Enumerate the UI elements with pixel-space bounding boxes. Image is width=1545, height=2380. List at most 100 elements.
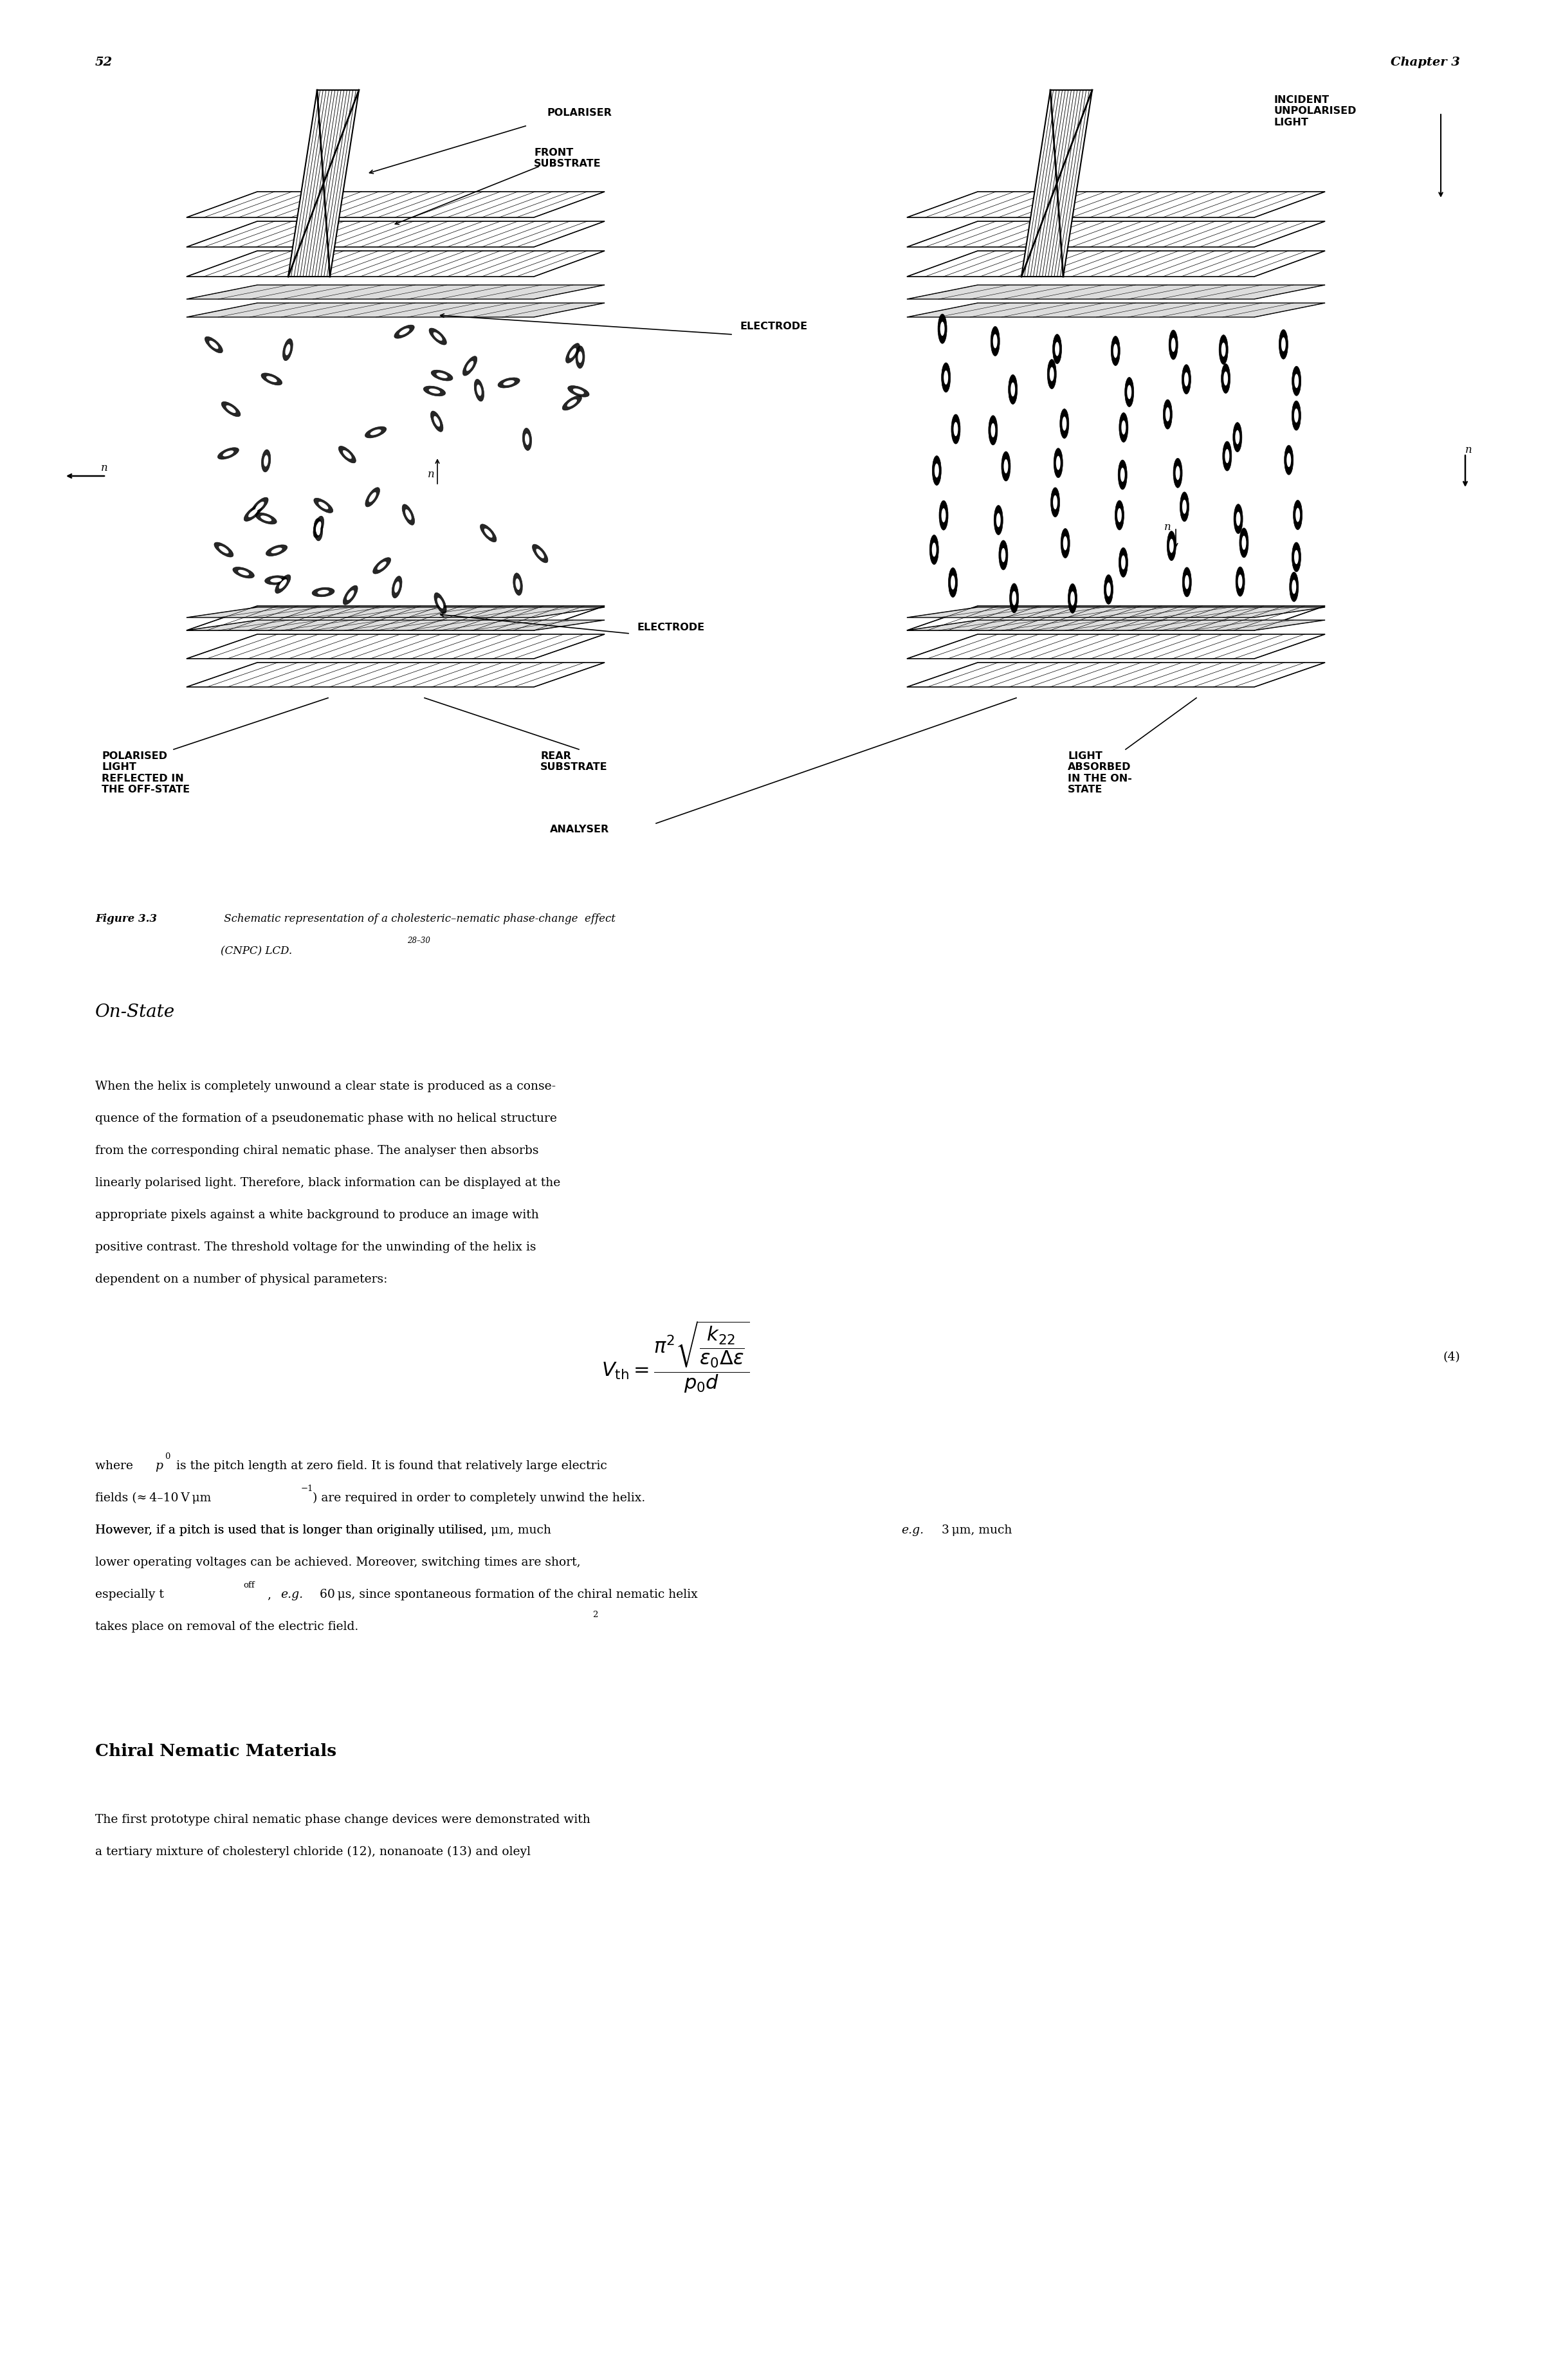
Text: FRONT
SUBSTRATE: FRONT SUBSTRATE [535, 148, 601, 169]
Ellipse shape [399, 328, 409, 336]
Ellipse shape [222, 450, 233, 457]
Ellipse shape [1287, 452, 1292, 466]
Ellipse shape [1125, 378, 1134, 407]
Text: quence of the formation of a pseudonematic phase with no helical structure: quence of the formation of a pseudonemat… [96, 1114, 556, 1123]
Ellipse shape [1295, 374, 1299, 388]
Polygon shape [907, 193, 1326, 217]
Ellipse shape [1279, 328, 1289, 359]
Ellipse shape [1119, 547, 1128, 578]
Text: ,: , [267, 1590, 275, 1599]
Text: Chapter 3: Chapter 3 [1390, 57, 1460, 69]
Ellipse shape [1295, 409, 1299, 424]
Text: 52: 52 [96, 57, 113, 69]
Ellipse shape [930, 536, 939, 564]
Ellipse shape [369, 493, 377, 502]
Text: fields (≈ 4–10 V μm: fields (≈ 4–10 V μm [96, 1492, 212, 1504]
Ellipse shape [952, 414, 961, 445]
Ellipse shape [1048, 359, 1057, 388]
Ellipse shape [941, 509, 946, 521]
Ellipse shape [1221, 343, 1225, 357]
Text: Figure 3.3: Figure 3.3 [96, 914, 158, 923]
Ellipse shape [1295, 550, 1299, 564]
Text: lower operating voltages can be achieved. Moreover, switching times are short,: lower operating voltages can be achieved… [96, 1557, 581, 1568]
Text: However, if a pitch is used that is longer than originally utilised,: However, if a pitch is used that is long… [96, 1526, 491, 1535]
Ellipse shape [1111, 336, 1120, 367]
Ellipse shape [215, 543, 233, 557]
Ellipse shape [1009, 583, 1018, 614]
Ellipse shape [238, 569, 249, 576]
Ellipse shape [949, 569, 958, 597]
Ellipse shape [522, 428, 531, 450]
Text: −1: −1 [301, 1485, 314, 1492]
Ellipse shape [474, 378, 484, 402]
Ellipse shape [1119, 459, 1126, 490]
Ellipse shape [1068, 583, 1077, 614]
Ellipse shape [394, 581, 400, 593]
Ellipse shape [372, 557, 391, 574]
Ellipse shape [480, 524, 496, 543]
Ellipse shape [1234, 431, 1239, 445]
Text: However, if a pitch is used that is longer than originally utilised, μm, much: However, if a pitch is used that is long… [96, 1526, 552, 1535]
Ellipse shape [1120, 466, 1125, 481]
Ellipse shape [1122, 555, 1126, 569]
Polygon shape [187, 607, 604, 616]
Ellipse shape [536, 550, 544, 559]
Ellipse shape [405, 509, 411, 519]
Polygon shape [907, 607, 1326, 616]
Ellipse shape [1293, 500, 1302, 531]
Ellipse shape [266, 545, 287, 557]
Ellipse shape [990, 424, 995, 438]
Text: e.g.: e.g. [901, 1526, 924, 1535]
Text: Schematic representation of a cholesteric–nematic phase-change  effect: Schematic representation of a cholesteri… [221, 914, 615, 923]
Ellipse shape [264, 576, 287, 585]
Ellipse shape [1222, 440, 1231, 471]
Text: from the corresponding chiral nematic phase. The analyser then absorbs: from the corresponding chiral nematic ph… [96, 1145, 539, 1157]
Polygon shape [187, 607, 604, 631]
Text: The first prototype chiral nematic phase change devices were demonstrated with: The first prototype chiral nematic phase… [96, 1814, 590, 1825]
Polygon shape [907, 221, 1326, 248]
Polygon shape [1021, 90, 1092, 276]
Ellipse shape [1233, 421, 1242, 452]
Text: n: n [428, 469, 434, 481]
Text: n: n [100, 462, 108, 474]
Text: where: where [96, 1461, 138, 1471]
Ellipse shape [1170, 538, 1174, 552]
Text: especially t: especially t [96, 1590, 164, 1599]
Ellipse shape [431, 412, 443, 431]
Polygon shape [907, 607, 1326, 631]
Ellipse shape [1281, 338, 1285, 352]
Ellipse shape [513, 574, 522, 595]
Polygon shape [289, 90, 358, 276]
Ellipse shape [1292, 367, 1301, 395]
Ellipse shape [1071, 590, 1075, 605]
Ellipse shape [1236, 512, 1241, 526]
Ellipse shape [567, 386, 589, 397]
Ellipse shape [431, 369, 453, 381]
Ellipse shape [1054, 495, 1057, 509]
Text: REAR
SUBSTRATE: REAR SUBSTRATE [541, 752, 607, 771]
Polygon shape [907, 286, 1326, 300]
Text: 0: 0 [165, 1452, 170, 1461]
Text: n: n [1165, 521, 1171, 533]
Text: a tertiary mixture of cholesteryl chloride (12), nonanoate (13) and oleyl: a tertiary mixture of cholesteryl chlori… [96, 1847, 530, 1859]
Ellipse shape [1055, 343, 1060, 357]
Ellipse shape [993, 505, 1003, 536]
Text: e.g.: e.g. [281, 1590, 303, 1599]
Ellipse shape [1224, 371, 1228, 386]
Ellipse shape [1010, 383, 1015, 397]
Text: POLARISER: POLARISER [547, 107, 612, 117]
Text: is the pitch length at zero field. It is found that relatively large electric: is the pitch length at zero field. It is… [173, 1461, 607, 1471]
Polygon shape [187, 221, 604, 248]
Ellipse shape [365, 488, 380, 507]
Text: ) are required in order to completely unwind the helix.: ) are required in order to completely un… [312, 1492, 646, 1504]
Polygon shape [907, 633, 1326, 659]
Text: Chiral Nematic Materials: Chiral Nematic Materials [96, 1742, 337, 1759]
Ellipse shape [312, 588, 334, 597]
Ellipse shape [314, 516, 324, 538]
Ellipse shape [1119, 412, 1128, 443]
Ellipse shape [394, 326, 414, 338]
Ellipse shape [1117, 507, 1122, 521]
Text: linearly polarised light. Therefore, black information can be displayed at the: linearly polarised light. Therefore, bla… [96, 1178, 561, 1188]
Ellipse shape [275, 574, 290, 593]
Ellipse shape [1051, 488, 1060, 516]
